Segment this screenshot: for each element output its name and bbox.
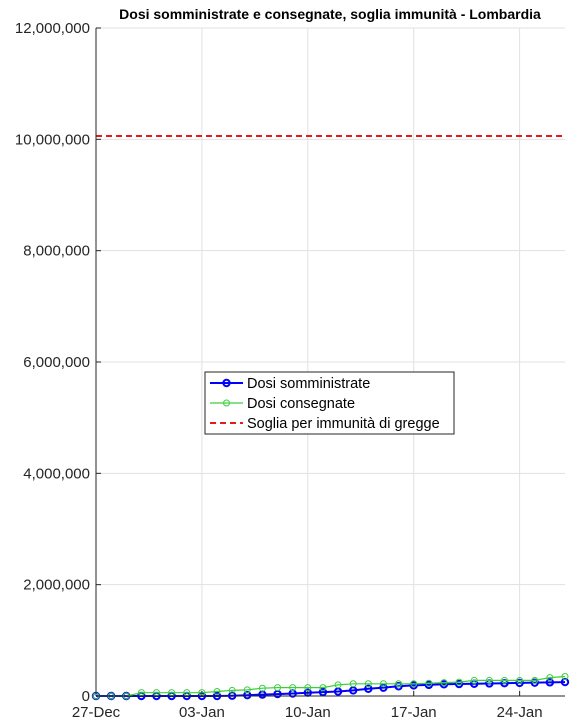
data-point: [485, 676, 493, 684]
data-point: [515, 678, 524, 688]
x-tick-label: 27-Dec: [72, 704, 121, 721]
data-point: [546, 674, 554, 682]
data-point: [560, 677, 570, 687]
data-point: [530, 678, 539, 687]
data-point: [304, 684, 312, 692]
legend-label: Soglia per immunità di gregge: [247, 416, 440, 432]
data-point: [334, 681, 342, 689]
legend-box: [204, 371, 455, 435]
data-point: [425, 679, 433, 687]
x-tick-label: 17-Jan: [391, 704, 437, 721]
y-tick-label: 0: [82, 688, 90, 705]
data-point: [274, 684, 282, 692]
data-point: [289, 684, 297, 692]
legend-swatch-marker: [222, 378, 231, 388]
y-tick-label: 8,000,000: [23, 243, 90, 260]
data-point: [258, 684, 266, 692]
legend-label: Dosi somministrate: [247, 376, 370, 392]
tick-labels: 0 2,000,000 4,000,000 6,000,000 8,000,000 10,…: [15, 20, 543, 721]
data-point: [379, 683, 388, 692]
data-point: [379, 680, 387, 688]
y-tick-label: 4,000,000: [23, 465, 90, 482]
legend-label: Dosi consegnate: [247, 396, 355, 412]
data-point: [500, 676, 508, 684]
x-tick-label: 10-Jan: [285, 704, 331, 721]
data-point: [561, 673, 569, 681]
data-point: [243, 686, 251, 694]
data-point: [243, 690, 252, 700]
data-point: [410, 680, 418, 688]
y-tick-label: 12,000,000: [15, 20, 90, 37]
chart-title: Dosi somministrate e consegnate, soglia …: [119, 6, 541, 22]
data-point: [454, 679, 464, 689]
x-tick-label: 03-Jan: [179, 704, 225, 721]
data-point: [531, 676, 539, 684]
legend-swatch-marker: [223, 399, 230, 407]
axes: [95, 27, 565, 697]
data-point: [516, 676, 524, 684]
x-tick-label: 24-Jan: [497, 704, 543, 721]
data-point: [394, 682, 403, 691]
y-tick-label: 2,000,000: [23, 577, 90, 594]
data-point: [409, 681, 418, 690]
data-point: [395, 680, 403, 688]
data-point: [439, 680, 449, 689]
data-point: [424, 680, 434, 690]
legend: Dosi somministrate Dosi consegnate Soglia …: [204, 371, 455, 435]
data-point: [470, 676, 478, 684]
data-point: [319, 684, 327, 692]
data-point: [545, 678, 555, 687]
data-point: [440, 679, 448, 687]
data-point: [364, 680, 372, 688]
data-point: [455, 678, 463, 686]
data-point: [228, 686, 236, 694]
data-point: [318, 687, 328, 697]
grid-lines: [95, 27, 565, 697]
y-tick-label: 6,000,000: [23, 354, 90, 371]
data-point: [213, 688, 221, 696]
data-point: [364, 684, 373, 693]
y-tick-label: 10,000,000: [15, 131, 90, 148]
series-line: [96, 675, 566, 697]
data-point: [349, 680, 357, 688]
